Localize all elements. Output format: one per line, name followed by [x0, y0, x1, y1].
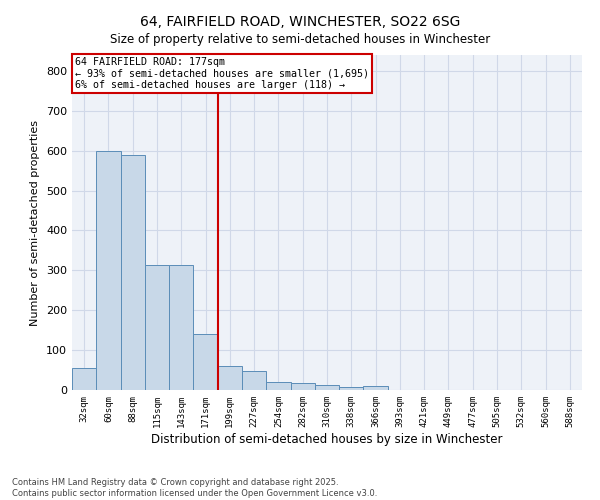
- Bar: [315, 385, 339, 390]
- Bar: [364, 386, 388, 390]
- Text: Size of property relative to semi-detached houses in Winchester: Size of property relative to semi-detach…: [110, 32, 490, 46]
- Bar: [72, 368, 96, 390]
- Bar: [121, 154, 145, 390]
- Bar: [242, 371, 266, 390]
- Bar: [193, 334, 218, 390]
- Bar: [169, 265, 193, 390]
- Text: Contains HM Land Registry data © Crown copyright and database right 2025.
Contai: Contains HM Land Registry data © Crown c…: [12, 478, 377, 498]
- Y-axis label: Number of semi-detached properties: Number of semi-detached properties: [31, 120, 40, 326]
- Bar: [145, 265, 169, 390]
- Text: 64, FAIRFIELD ROAD, WINCHESTER, SO22 6SG: 64, FAIRFIELD ROAD, WINCHESTER, SO22 6SG: [140, 15, 460, 29]
- Bar: [266, 382, 290, 390]
- Bar: [290, 383, 315, 390]
- Bar: [339, 387, 364, 390]
- Bar: [218, 366, 242, 390]
- Bar: [96, 150, 121, 390]
- X-axis label: Distribution of semi-detached houses by size in Winchester: Distribution of semi-detached houses by …: [151, 432, 503, 446]
- Text: 64 FAIRFIELD ROAD: 177sqm
← 93% of semi-detached houses are smaller (1,695)
6% o: 64 FAIRFIELD ROAD: 177sqm ← 93% of semi-…: [74, 56, 368, 90]
